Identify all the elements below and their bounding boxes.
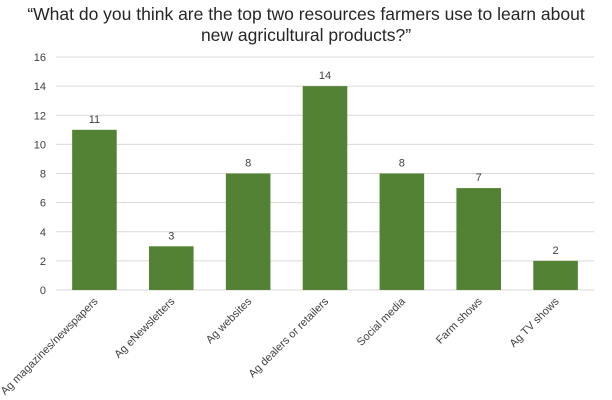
y-tick-label: 0 <box>40 285 46 297</box>
x-tick-label: Farm shows <box>434 295 485 346</box>
y-tick-label: 16 <box>34 52 46 64</box>
data-label: 14 <box>319 70 331 82</box>
x-tick-label: Ag eNewsletters <box>112 295 177 360</box>
bar <box>148 246 194 290</box>
chart-title: “What do you think are the top two resou… <box>27 4 585 45</box>
data-label: 7 <box>476 172 482 184</box>
y-tick-label: 6 <box>40 198 46 210</box>
x-tick-label: Ag TV shows <box>508 295 563 350</box>
data-label: 3 <box>168 230 174 242</box>
x-tick-label: Ag websites <box>204 295 255 346</box>
data-label: 11 <box>89 114 100 126</box>
data-label: 2 <box>553 245 559 257</box>
y-tick-label: 12 <box>34 110 46 122</box>
x-tick-label: Ag dealers or retailers <box>247 295 332 380</box>
y-tick-label: 8 <box>40 169 46 181</box>
x-tick-label: Ag magazines/newspapers <box>0 295 101 397</box>
bar <box>456 188 502 290</box>
x-tick-label: Social media <box>355 295 409 349</box>
bar <box>302 86 348 290</box>
bar <box>379 173 425 290</box>
y-tick-label: 4 <box>40 227 46 239</box>
y-tick-label: 14 <box>34 81 46 93</box>
bar <box>533 260 578 290</box>
y-tick-label: 2 <box>40 256 46 268</box>
data-label: 8 <box>245 158 251 170</box>
bar <box>72 129 117 290</box>
bar <box>225 173 271 290</box>
y-tick-label: 10 <box>34 139 46 151</box>
data-label: 8 <box>399 158 405 170</box>
